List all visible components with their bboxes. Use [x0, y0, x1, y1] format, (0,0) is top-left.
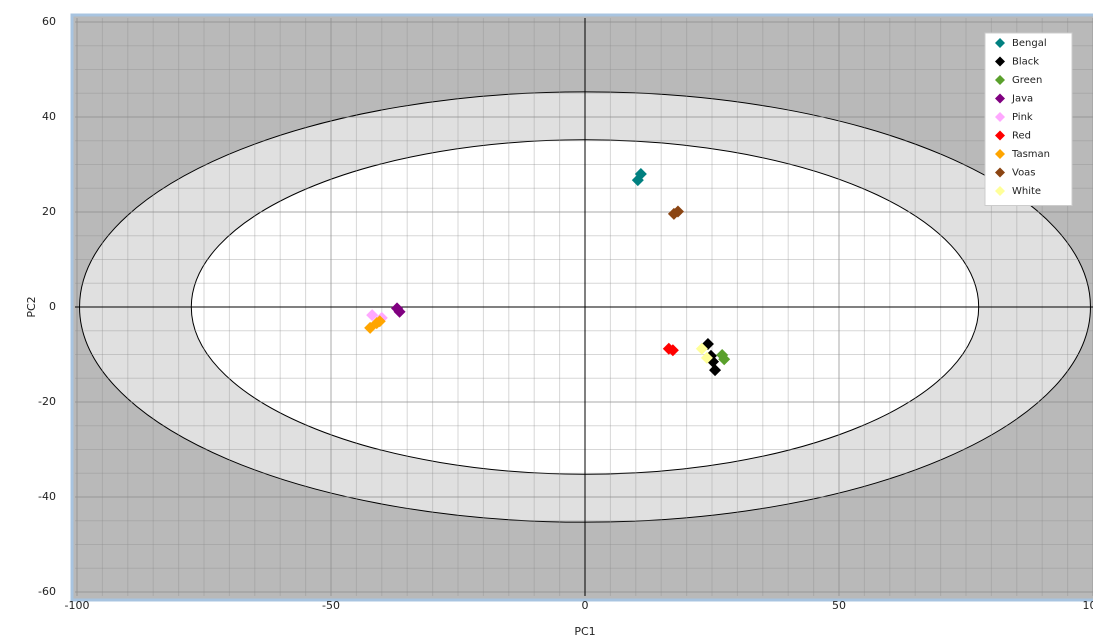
y-axis-label: PC2: [25, 296, 38, 317]
legend-marker: [995, 56, 1005, 67]
y-tick-label: 20: [42, 205, 56, 218]
legend-marker: [995, 112, 1005, 122]
point: [700, 351, 713, 364]
y-tick-label: 40: [42, 110, 56, 123]
legend-label: Red: [1012, 131, 1031, 142]
point: [634, 168, 647, 180]
x-tick-label: 0: [582, 599, 589, 612]
legend-label: Java: [1011, 94, 1033, 105]
x-tick-label: 100: [1083, 599, 1093, 612]
legend-marker: [995, 93, 1005, 104]
legend: Bengal Black Green Java Pink Red Tasman Voas Whi…: [984, 32, 1073, 206]
point: [373, 315, 386, 328]
legend-label: Pink: [1012, 112, 1033, 123]
point: [718, 353, 731, 366]
y-tick-label: 60: [42, 15, 56, 28]
legend-label: White: [1012, 186, 1041, 197]
point: [393, 305, 406, 318]
legend-marker: [995, 186, 1005, 196]
x-axis-label: PC1: [574, 625, 595, 638]
legend-label: Bengal: [1012, 38, 1047, 49]
point: [709, 364, 722, 377]
x-tick-label: -50: [322, 599, 340, 612]
x-tick-label: -100: [65, 599, 90, 612]
y-tick-label: -60: [38, 585, 56, 598]
point: [671, 205, 684, 218]
y-tick-label: 0: [49, 300, 56, 313]
legend-marker: [995, 38, 1005, 48]
legend-label: Tasman: [1011, 149, 1050, 160]
plot-area: [75, 18, 1093, 596]
y-tick-label: -20: [38, 395, 56, 408]
y-tick-label: -40: [38, 490, 56, 503]
point: [666, 344, 679, 357]
legend-marker: [995, 167, 1005, 178]
legend-marker: [995, 75, 1005, 85]
legend-marker: [995, 149, 1005, 159]
point: [366, 309, 379, 322]
legend-label: Voas: [1012, 168, 1036, 179]
legend-marker: [995, 130, 1005, 141]
point: [695, 342, 708, 355]
x-tick-label: 50: [832, 599, 846, 612]
legend-label: Black: [1012, 57, 1039, 68]
legend-label: Green: [1012, 75, 1042, 86]
